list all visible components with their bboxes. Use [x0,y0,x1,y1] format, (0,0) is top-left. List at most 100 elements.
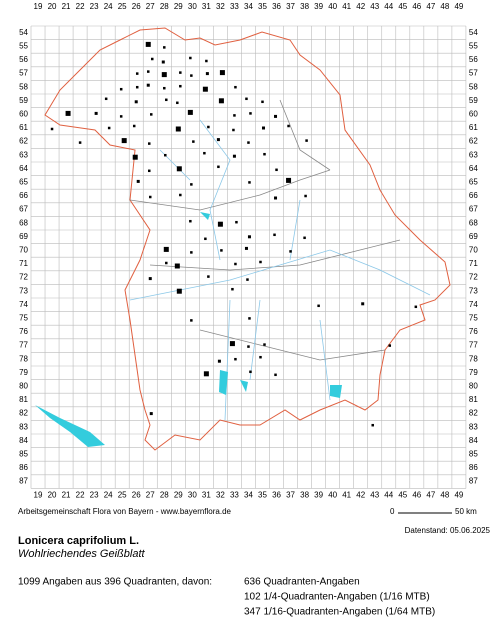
y-label: 61 [469,123,478,132]
y-label: 56 [19,55,28,64]
occurrence-marker [119,115,123,118]
occurrence-marker [203,371,209,377]
y-label: 66 [469,191,478,200]
occurrence-marker [164,153,167,157]
x-label: 19 [34,2,43,11]
y-label: 77 [19,341,28,350]
occurrence-marker [273,233,276,237]
occurrence-marker [119,87,123,91]
y-label: 80 [19,382,28,391]
y-label: 54 [19,28,28,37]
x-label: 38 [300,2,309,11]
occurrence-marker [218,98,224,104]
occurrence-marker [217,359,221,363]
occurrence-marker [135,85,139,89]
y-label: 73 [19,286,28,295]
occurrence-marker [246,278,249,281]
occurrence-marker [165,98,168,102]
x-label: 35 [258,491,267,500]
occurrence-marker [176,101,179,105]
y-label: 87 [19,477,28,486]
occurrence-marker [132,124,136,128]
x-label: 47 [426,2,435,11]
x-label: 21 [62,2,71,11]
occurrence-marker [263,152,266,156]
occurrence-marker [190,319,193,322]
y-label: 59 [19,96,28,105]
x-label: 26 [132,2,141,11]
x-label: 36 [272,491,281,500]
y-label: 70 [19,246,28,255]
occurrence-marker [361,302,365,306]
count-line: 102 1/4-Quadranten-Angaben (1/16 MTB) [244,592,430,603]
x-label: 40 [328,491,337,500]
x-label: 23 [90,491,99,500]
x-label: 49 [454,491,463,500]
occurrence-marker [190,74,193,77]
x-label: 49 [454,2,463,11]
occurrence-marker [207,275,210,278]
x-label: 33 [230,491,239,500]
occurrence-marker [148,169,151,173]
x-label: 43 [370,2,379,11]
lake [200,212,342,398]
x-label: 20 [48,2,57,11]
y-label: 55 [19,42,28,51]
y-label: 64 [469,164,478,173]
x-label: 32 [216,2,225,11]
y-label: 75 [19,314,28,323]
x-label: 37 [286,491,295,500]
occurrence-marker [179,193,182,197]
x-label: 42 [356,2,365,11]
x-label: 40 [328,2,337,11]
occurrence-marker [163,46,166,49]
occurrence-marker [305,139,308,142]
scale-start: 0 [390,507,395,516]
occurrence-marker [146,83,150,87]
y-label: 79 [19,368,28,377]
scale-end: 50 km [455,507,477,516]
occurrence-marker [414,305,418,309]
y-label: 57 [19,69,28,78]
x-label: 31 [202,491,211,500]
occurrence-marker [65,110,71,116]
y-label: 58 [19,82,28,91]
occurrence-marker [78,141,82,144]
y-label: 66 [19,191,28,200]
occurrence-marker [161,60,165,64]
occurrence-marker [275,168,278,172]
y-label: 72 [469,273,478,282]
occurrence-marker [190,251,193,254]
y-label: 65 [469,178,478,187]
occurrence-marker [176,288,182,294]
occurrence-marker [207,125,210,129]
y-label: 69 [469,232,478,241]
occurrence-marker [304,194,307,198]
x-label: 46 [412,2,421,11]
y-label: 81 [19,395,28,404]
y-label: 80 [469,382,478,391]
y-label: 70 [469,246,478,255]
y-label: 71 [469,259,478,268]
x-label: 28 [160,2,169,11]
y-label: 68 [19,218,28,227]
x-label: 45 [398,2,407,11]
y-label: 62 [469,137,478,146]
occurrence-marker [220,249,223,252]
x-label: 30 [188,491,197,500]
occurrence-marker [192,140,195,143]
x-label: 25 [118,2,127,11]
occurrence-marker [274,373,277,377]
x-label: 26 [132,491,141,500]
x-label: 24 [104,2,113,11]
occurrence-marker [247,345,250,348]
occurrence-marker [163,246,169,252]
y-label: 71 [19,259,28,268]
occurrence-marker [149,412,153,416]
occurrence-marker [165,261,168,265]
x-label: 39 [314,2,323,11]
y-label: 86 [19,463,28,472]
y-label: 82 [19,409,28,418]
occurrence-marker [247,141,250,144]
